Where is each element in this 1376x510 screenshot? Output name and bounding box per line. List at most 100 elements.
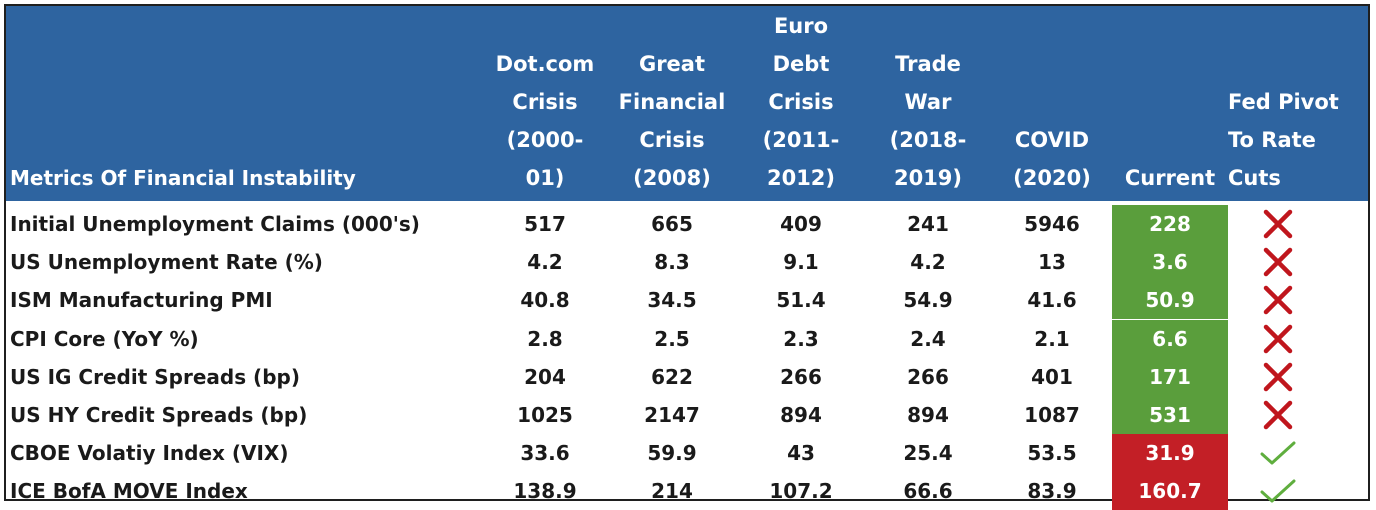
row-value-cell: 1025 [517,403,573,427]
row-value-cell: 1087 [1024,403,1080,427]
current-value-cell: 3.6 [1112,243,1228,282]
x-icon [1238,205,1318,243]
current-value-cell: 531 [1112,396,1228,434]
current-value-cell: 6.6 [1112,319,1228,358]
table-row: ICE BofA MOVE Index 138.9 214 107.2 66.6 83.9… [6,472,1368,510]
table-row: US IG Credit Spreads (bp) 204 622 266 266 401… [6,357,1368,396]
header-line: COVID [1014,128,1090,152]
header-line: To Rate [1228,128,1316,152]
row-value-cell: 5946 [1024,212,1080,236]
x-icon [1238,243,1318,281]
header-column-4: COVID (2020) [992,121,1112,197]
current-value-cell: 160.7 [1112,472,1228,510]
row-value-cell: 409 [780,212,822,236]
header-line: (2008) [633,166,711,190]
row-value-cell: 138.9 [513,479,577,504]
row-value-cell: 2.3 [783,326,819,351]
header-line: 01) [525,166,565,190]
current-value-cell: 171 [1112,357,1228,396]
header-line: Fed Pivot [1228,90,1339,114]
header-metric: Metrics Of Financial Instability [10,166,356,190]
x-icon [1238,320,1318,358]
row-value-cell: 622 [651,364,693,389]
row-value-cell: 40.8 [520,288,570,313]
table-row: Initial Unemployment Claims (000's) 517 66… [6,205,1368,243]
row-metric-label: CBOE Volatiy Index (VIX) [10,441,289,466]
table-header: Metrics Of Financial Instability Dot.com C… [6,6,1368,201]
check-icon [1238,434,1318,472]
header-line: Financial [618,90,726,114]
row-metric-label: ICE BofA MOVE Index [10,479,248,504]
row-value-cell: 25.4 [903,441,953,466]
header-line: Cuts [1228,166,1281,190]
table-row: US Unemployment Rate (%) 4.2 8.3 9.1 4.2 13 3.… [6,243,1368,282]
row-value-cell: 204 [524,364,566,389]
header-line: Debt [772,52,830,76]
table-row: CPI Core (YoY %) 2.8 2.5 2.3 2.4 2.1 6.6 [6,319,1368,358]
header-line: Crisis [768,90,834,114]
row-value-cell: 517 [524,212,566,236]
row-value-cell: 894 [780,403,822,427]
header-line: Euro [773,14,829,38]
header-line: 2019) [893,166,963,190]
table-row: US HY Credit Spreads (bp) 1025 2147 894 894 1… [6,396,1368,434]
table-row: CBOE Volatiy Index (VIX) 33.6 59.9 43 25.4 53… [6,434,1368,473]
current-value-cell: 50.9 [1112,281,1228,320]
row-value-cell: 43 [787,441,815,466]
header-column-0: Dot.com Crisis (2000- 01) [484,45,606,197]
header-line: Crisis [512,90,578,114]
row-value-cell: 8.3 [654,250,690,275]
row-value-cell: 59.9 [647,441,697,466]
x-icon [1238,396,1318,434]
row-value-cell: 41.6 [1027,288,1077,313]
table-row: ISM Manufacturing PMI 40.8 34.5 51.4 54.9 41.… [6,281,1368,320]
row-value-cell: 13 [1038,250,1066,275]
header-line: Crisis [639,128,705,152]
row-value-cell: 107.2 [769,479,833,504]
check-icon [1238,472,1318,510]
row-value-cell: 266 [780,364,822,389]
row-value-cell: 2.8 [527,326,563,351]
row-value-cell: 2.4 [910,326,946,351]
current-value-cell: 31.9 [1112,434,1228,473]
row-value-cell: 2.5 [654,326,690,351]
row-value-cell: 34.5 [647,288,697,313]
header-line: Dot.com [495,52,595,76]
current-value-cell: 228 [1112,205,1228,243]
row-value-cell: 9.1 [783,250,819,275]
row-value-cell: 665 [651,212,693,236]
row-metric-label: US IG Credit Spreads (bp) [10,364,300,389]
header-column-1: Great Financial Crisis (2008) [606,45,738,197]
header-column-6: Fed Pivot To Rate Cuts [1228,83,1368,197]
row-value-cell: 2147 [644,403,700,427]
row-value-cell: 4.2 [910,250,946,275]
row-metric-label: US Unemployment Rate (%) [10,250,323,275]
x-icon [1238,281,1318,319]
header-line: Current [1124,166,1216,190]
row-value-cell: 33.6 [520,441,570,466]
row-value-cell: 66.6 [903,479,953,504]
row-value-cell: 241 [907,212,949,236]
row-value-cell: 51.4 [776,288,826,313]
header-column-2: Euro Debt Crisis (2011- 2012) [738,7,864,197]
header-column-3: Trade War (2018- 2019) [864,45,992,197]
row-value-cell: 214 [651,479,693,504]
header-line: (2020) [1013,166,1091,190]
row-value-cell: 83.9 [1027,479,1077,504]
row-metric-label: Initial Unemployment Claims (000's) [10,212,420,236]
header-line: War [904,90,952,114]
row-value-cell: 4.2 [527,250,563,275]
header-line: Trade [895,52,961,76]
row-metric-label: US HY Credit Spreads (bp) [10,403,308,427]
row-value-cell: 266 [907,364,949,389]
header-line: (2000- [506,128,584,152]
row-metric-label: CPI Core (YoY %) [10,326,199,351]
row-value-cell: 894 [907,403,949,427]
row-value-cell: 401 [1031,364,1073,389]
financial-instability-table: Metrics Of Financial Instability Dot.com C… [4,4,1370,510]
header-column-5: Current [1112,159,1228,197]
row-value-cell: 2.1 [1034,326,1070,351]
header-line: Great [638,52,706,76]
row-value-cell: 54.9 [903,288,953,313]
row-value-cell: 53.5 [1027,441,1077,466]
